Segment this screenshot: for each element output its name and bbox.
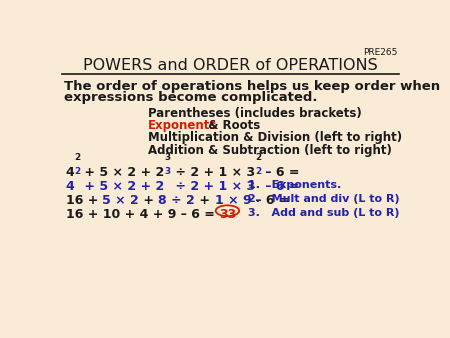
Text: Multiplication & Division (left to right): Multiplication & Division (left to right… xyxy=(148,131,402,144)
Text: 2: 2 xyxy=(74,153,81,162)
Text: Exponents: Exponents xyxy=(148,119,217,132)
Text: 2.   Mult and div (L to R): 2. Mult and div (L to R) xyxy=(248,194,400,204)
Text: POWERS and ORDER of OPERATIONS: POWERS and ORDER of OPERATIONS xyxy=(83,57,378,72)
Text: 2: 2 xyxy=(255,153,261,162)
Text: ÷ 2 + 1 × 3: ÷ 2 + 1 × 3 xyxy=(171,180,255,193)
Text: 2: 2 xyxy=(74,167,81,176)
Text: PRE265: PRE265 xyxy=(363,48,397,57)
Text: Parentheses (includes brackets): Parentheses (includes brackets) xyxy=(148,107,361,120)
Text: +: + xyxy=(195,194,215,207)
Text: expressions become complicated.: expressions become complicated. xyxy=(64,91,318,104)
Text: 8 ÷ 2: 8 ÷ 2 xyxy=(158,194,195,207)
Text: +: + xyxy=(139,194,158,207)
Text: 16 +: 16 + xyxy=(66,194,102,207)
Text: 16 + 10 + 4 + 9 – 6 =: 16 + 10 + 4 + 9 – 6 = xyxy=(66,208,219,221)
Text: 1 × 9: 1 × 9 xyxy=(215,194,251,207)
Text: 1.   Exponents.: 1. Exponents. xyxy=(248,180,342,190)
Text: + 5 × 2 + 2: + 5 × 2 + 2 xyxy=(81,166,165,179)
Text: – 6 =: – 6 = xyxy=(261,166,300,179)
Text: 4: 4 xyxy=(66,166,74,179)
Text: – 6 =: – 6 = xyxy=(251,194,290,207)
Text: The order of operations helps us keep order when: The order of operations helps us keep or… xyxy=(64,80,440,93)
Text: 5 × 2: 5 × 2 xyxy=(102,194,139,207)
Text: Addition & Subtraction (left to right): Addition & Subtraction (left to right) xyxy=(148,144,392,157)
Text: 3.   Add and sub (L to R): 3. Add and sub (L to R) xyxy=(248,208,400,218)
Text: 2: 2 xyxy=(255,167,261,176)
Text: 33: 33 xyxy=(219,208,236,221)
Text: 3: 3 xyxy=(165,153,171,162)
Text: 3: 3 xyxy=(165,167,171,176)
Text: + 5 × 2 + 2: + 5 × 2 + 2 xyxy=(81,180,165,193)
Text: ÷ 2 + 1 × 3: ÷ 2 + 1 × 3 xyxy=(171,166,255,179)
Text: – 6 =: – 6 = xyxy=(261,180,300,193)
Text: 4: 4 xyxy=(66,180,74,193)
Text: & Roots: & Roots xyxy=(204,119,261,132)
